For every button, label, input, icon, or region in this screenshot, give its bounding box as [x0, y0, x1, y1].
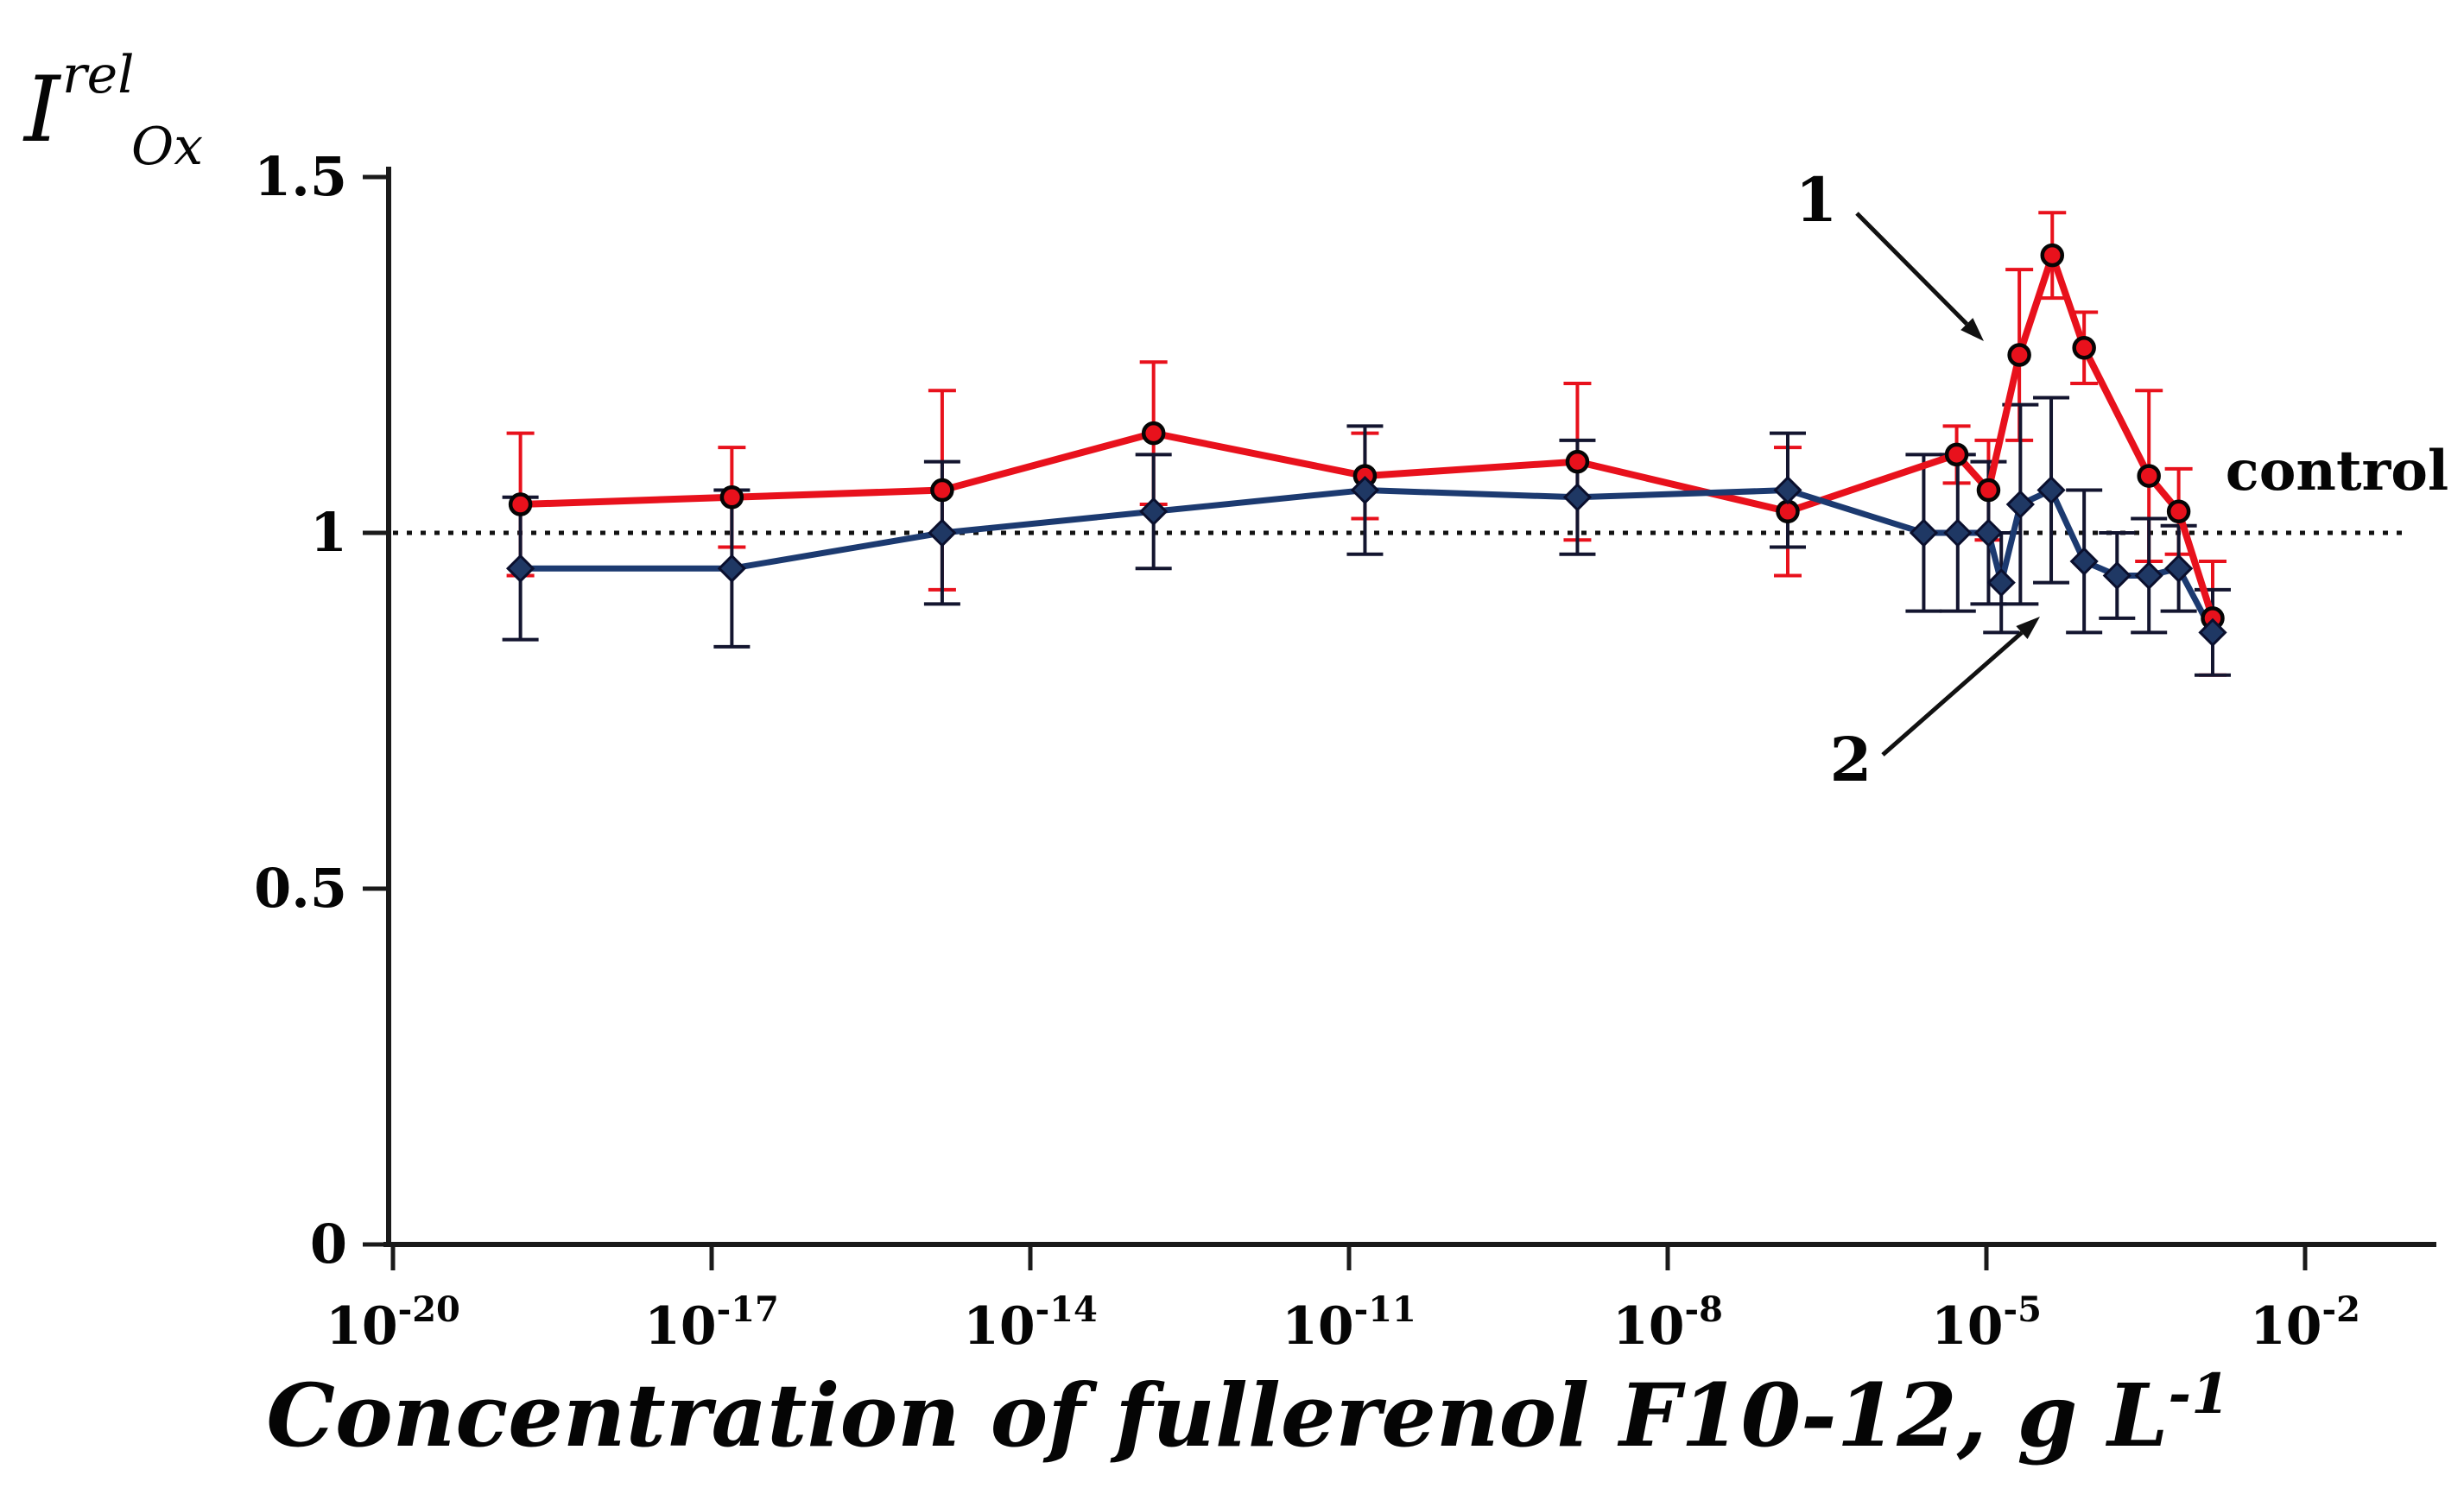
data-point-diamond: [1773, 475, 1802, 505]
data-point-diamond: [1973, 518, 2004, 548]
data-point-circle: [2040, 243, 2065, 268]
annotation-2: 2: [1830, 617, 2040, 795]
data-point-diamond: [2102, 560, 2131, 591]
x-tick-label: 10-20: [326, 1289, 460, 1357]
data-point-circle: [1776, 499, 1800, 524]
data-point-diamond: [928, 518, 957, 548]
annotation-arrowhead: [2016, 617, 2040, 639]
data-point-circle: [719, 485, 744, 510]
data-point-diamond: [2036, 475, 2066, 505]
data-point-circle: [2072, 336, 2096, 360]
data-point-diamond: [2198, 617, 2227, 647]
data-point-diamond: [1986, 568, 2016, 598]
data-point-circle: [2007, 343, 2031, 367]
y-axis-title-subscript: Ox: [131, 117, 203, 177]
annotation-arrow-line: [1855, 212, 1969, 326]
data-point-diamond: [2164, 554, 2194, 583]
y-axis-title-base: I: [22, 57, 62, 162]
data-point-circle: [1944, 442, 1969, 467]
annotation-number: 2: [1830, 724, 1872, 795]
data-point-circle: [1565, 449, 1590, 474]
annotation-number: 1: [1796, 164, 1838, 236]
x-tick-label: 10-5: [1931, 1289, 2042, 1357]
annotation-arrow-line: [1881, 630, 2024, 757]
annotation-arrowhead: [1960, 318, 1984, 341]
data-point-diamond: [1562, 483, 1593, 512]
axes: [383, 167, 2436, 1247]
series-2-error-bars: [502, 396, 2231, 677]
data-point-circle: [508, 492, 533, 516]
annotation-1: 1: [1796, 164, 1984, 341]
data-point-diamond: [1943, 518, 1973, 548]
data-point-diamond: [2069, 547, 2099, 576]
data-point-diamond: [717, 554, 746, 583]
x-tick-label: 10-11: [1282, 1289, 1416, 1357]
data-point-circle: [1976, 478, 2001, 503]
data-point-diamond: [1350, 475, 1380, 505]
y-axis-ticks: 1.5 1 0.5 0: [254, 145, 389, 1276]
x-axis-title: Concentration of fullerenol F10-12, g L-…: [266, 1362, 2229, 1466]
data-point-diamond: [2134, 560, 2163, 591]
x-tick-label: 10-8: [1612, 1289, 1723, 1357]
x-tick-label: 10-14: [963, 1289, 1098, 1357]
data-point-diamond: [1909, 518, 1939, 548]
data-point-diamond: [2005, 490, 2035, 519]
y-axis-title-superscript: rel: [62, 45, 134, 105]
series-1-markers: [508, 243, 2225, 630]
series-2-markers: [505, 475, 2227, 647]
data-point-diamond: [1139, 497, 1169, 526]
data-point-circle: [2137, 464, 2161, 488]
x-tick-label: 10-2: [2250, 1289, 2360, 1357]
data-point-circle: [2166, 499, 2191, 524]
x-tick-label: 10-17: [644, 1289, 779, 1357]
y-tick-label: 1.5: [254, 145, 347, 208]
data-point-circle: [930, 478, 954, 503]
data-point-diamond: [505, 554, 535, 583]
data-point-circle: [1141, 421, 1166, 446]
y-tick-label: 1: [310, 501, 347, 564]
control-label: control: [2226, 439, 2448, 503]
x-axis-ticks: 10-20 10-17 10-14 10-11 10-8 10-5 10-2: [326, 1244, 2360, 1357]
y-tick-label: 0: [310, 1213, 347, 1276]
y-tick-label: 0.5: [254, 857, 347, 920]
